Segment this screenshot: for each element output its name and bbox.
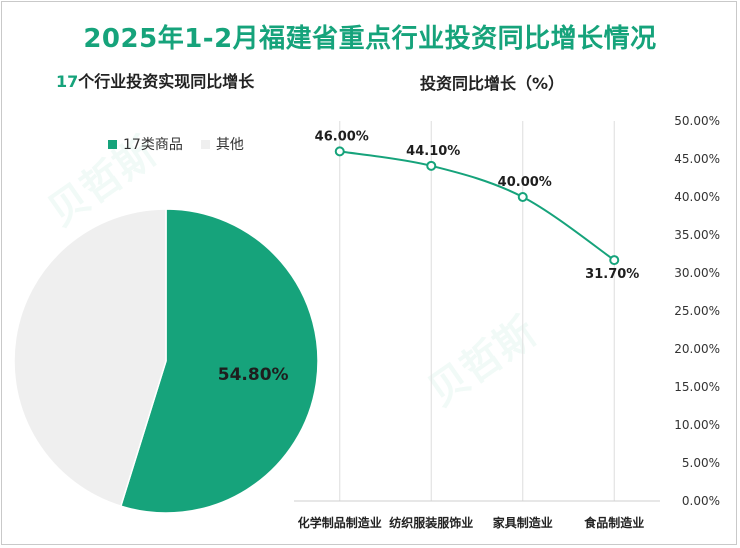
legend-label: 其他	[215, 137, 244, 153]
y-tick-label: 15.00%	[674, 380, 720, 394]
y-tick-label: 20.00%	[674, 342, 720, 356]
y-tick-label: 10.00%	[674, 418, 720, 432]
x-tick-label: 化学制品制造业	[298, 515, 382, 530]
y-tick-label: 0.00%	[682, 494, 720, 508]
legend-swatch	[108, 139, 117, 149]
data-label: 44.10%	[406, 144, 460, 159]
series-line	[339, 150, 615, 261]
pie-subtitle-text: 个行业投资实现同比增长	[78, 72, 255, 91]
data-point	[426, 160, 437, 171]
data-point	[517, 192, 528, 202]
y-tick-label: 25.00%	[674, 304, 720, 318]
data-point	[609, 255, 620, 266]
legend-item-other: 其他	[200, 134, 244, 154]
data-label: 40.00%	[498, 175, 552, 190]
y-tick-label: 50.00%	[674, 114, 720, 128]
legend-swatch	[200, 139, 210, 149]
x-tick-label: 家具制造业	[493, 515, 553, 530]
x-tick-label: 纺织服装服饰业	[389, 515, 473, 530]
data-label: 46.00%	[315, 129, 369, 144]
y-tick-label: 5.00%	[682, 456, 720, 470]
x-tick-label: 食品制造业	[583, 515, 644, 530]
pie-subtitle: 17个行业投资实现同比增长	[56, 68, 254, 92]
pie-legend: 17类商品 其他	[108, 134, 244, 154]
chart-title: 2025年1-2月福建省重点行业投资同比增长情况	[83, 24, 657, 54]
data-label: 31.70%	[585, 267, 639, 282]
legend-item-17-categories: 17类商品	[108, 134, 183, 154]
y-tick-label: 45.00%	[674, 152, 720, 166]
y-tick-label: 35.00%	[674, 228, 720, 242]
legend-label: 17类商品	[123, 137, 183, 153]
pie-slice	[13, 208, 167, 508]
pie-subtitle-number: 17	[56, 72, 79, 91]
pie-slice	[119, 208, 319, 514]
pie-slice-label: 54.80%	[218, 365, 289, 385]
y-tick-label: 30.00%	[674, 266, 720, 280]
y-tick-label: 40.00%	[674, 190, 720, 204]
line-subtitle: 投资同比增长（%）	[420, 74, 565, 93]
data-point	[334, 146, 345, 157]
